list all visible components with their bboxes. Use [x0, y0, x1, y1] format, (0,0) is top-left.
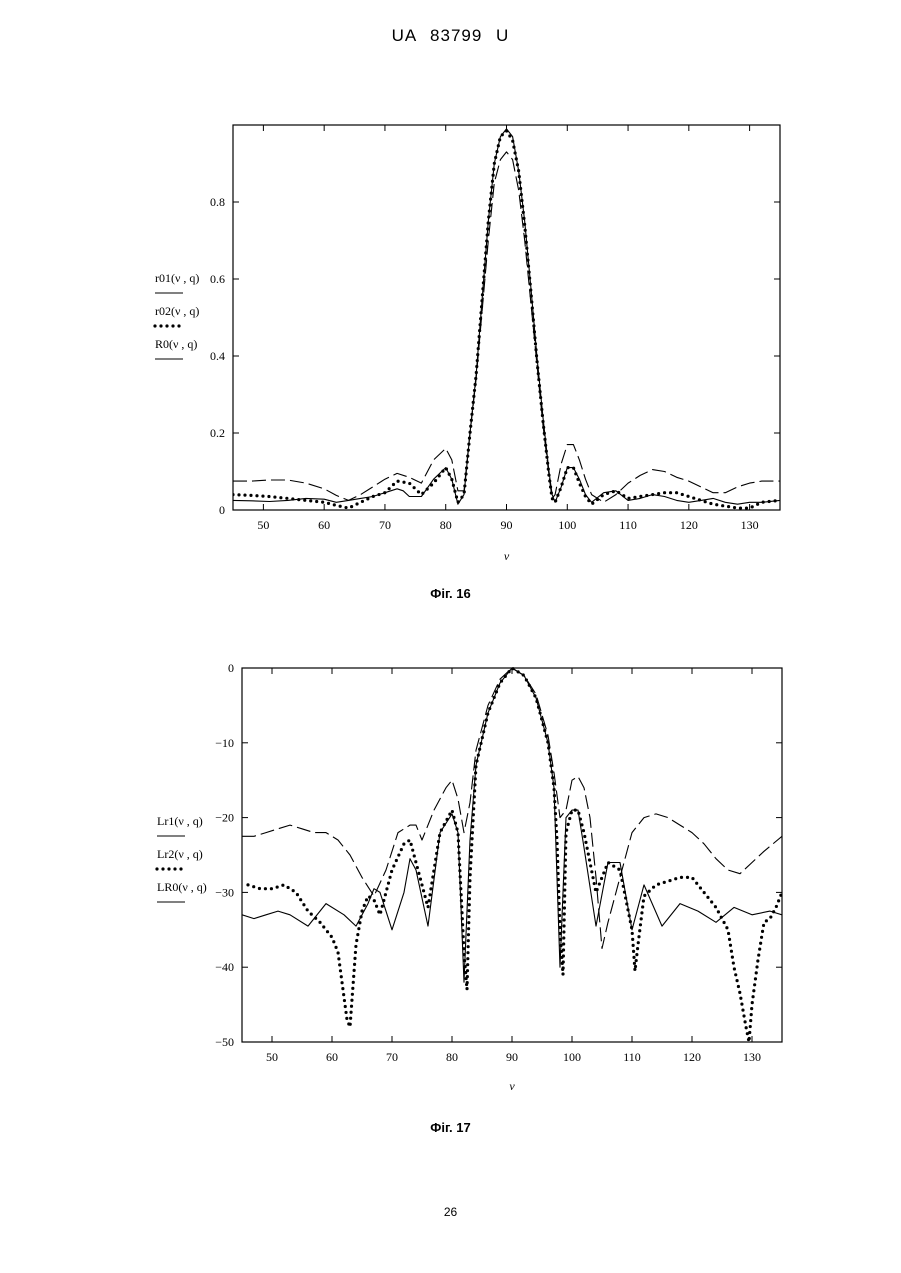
plot-border [242, 668, 782, 1042]
x-tick-label: 110 [623, 1050, 641, 1064]
x-tick-label: 120 [683, 1050, 701, 1064]
legend: r01(ν , q) r02(ν , q) R0(ν , q) [155, 271, 199, 359]
x-tick-label: 100 [558, 518, 576, 532]
x-tick-label: 60 [326, 1050, 338, 1064]
x-tick-label: 70 [379, 518, 391, 532]
axis-ticks: 50 60 70 80 90 100 110 120 130 0 −10 −20 −30 −40 −50 [215, 661, 782, 1064]
legend: Lr1(ν , q) Lr2(ν , q) LR0(ν , q) [157, 814, 207, 902]
x-tick-label: 130 [743, 1050, 761, 1064]
legend-entry-label: LR0(ν , q) [157, 880, 207, 894]
figure-17-caption: Фіг. 17 [0, 1120, 901, 1135]
plot-frame [242, 668, 782, 1042]
legend-entry-label: r02(ν , q) [155, 304, 199, 318]
legend-entry-label: R0(ν , q) [155, 337, 197, 351]
x-axis-label: ν [509, 1079, 515, 1093]
figure-16-chart: 50 60 70 80 90 100 110 120 130 0 0.2 0.4 0.6 0.8 r01(… [0, 90, 901, 650]
series-line-dotted [233, 131, 780, 508]
x-tick-label: 80 [440, 518, 452, 532]
figure-16-caption: Фіг. 16 [0, 586, 901, 601]
series-layer [233, 129, 780, 508]
y-tick-label: 0 [228, 661, 234, 675]
plot-frame [233, 125, 780, 510]
x-tick-label: 90 [506, 1050, 518, 1064]
x-tick-label: 50 [266, 1050, 278, 1064]
x-tick-label: 70 [386, 1050, 398, 1064]
y-tick-label: −10 [215, 736, 234, 750]
legend-entry-label: Lr1(ν , q) [157, 814, 203, 828]
figure-17-chart: 50 60 70 80 90 100 110 120 130 0 −10 −20 −30 −40 −50 L… [0, 640, 901, 1120]
x-tick-label: 90 [501, 518, 513, 532]
y-tick-label: 0.4 [210, 349, 225, 363]
series-layer [242, 668, 782, 1042]
x-tick-label: 120 [680, 518, 698, 532]
series-line-dotted [248, 668, 782, 1042]
document-header: UA 83799 U [0, 26, 901, 46]
legend-entry-label: r01(ν , q) [155, 271, 199, 285]
y-tick-label: 0.8 [210, 195, 225, 209]
y-tick-label: 0.2 [210, 426, 225, 440]
y-tick-label: 0 [219, 503, 225, 517]
page-number: 26 [0, 1205, 901, 1219]
series-line-dashed [242, 668, 782, 949]
x-tick-label: 60 [318, 518, 330, 532]
y-tick-label: −30 [215, 885, 234, 899]
plot-border [233, 125, 780, 510]
axis-ticks: 50 60 70 80 90 100 110 120 130 0 0.2 0.4 0.6 0.8 [210, 125, 780, 532]
y-tick-label: −20 [215, 811, 234, 825]
y-tick-label: 0.6 [210, 272, 225, 286]
x-tick-label: 130 [741, 518, 759, 532]
x-tick-label: 110 [619, 518, 637, 532]
x-tick-label: 80 [446, 1050, 458, 1064]
x-axis-label: ν [504, 549, 510, 563]
legend-entry-label: Lr2(ν , q) [157, 847, 203, 861]
series-line-solid [242, 668, 782, 982]
y-tick-label: −40 [215, 960, 234, 974]
series-line-solid [233, 129, 780, 504]
y-tick-label: −50 [215, 1035, 234, 1049]
series-line-dashed [233, 152, 780, 502]
x-tick-label: 100 [563, 1050, 581, 1064]
x-tick-label: 50 [257, 518, 269, 532]
